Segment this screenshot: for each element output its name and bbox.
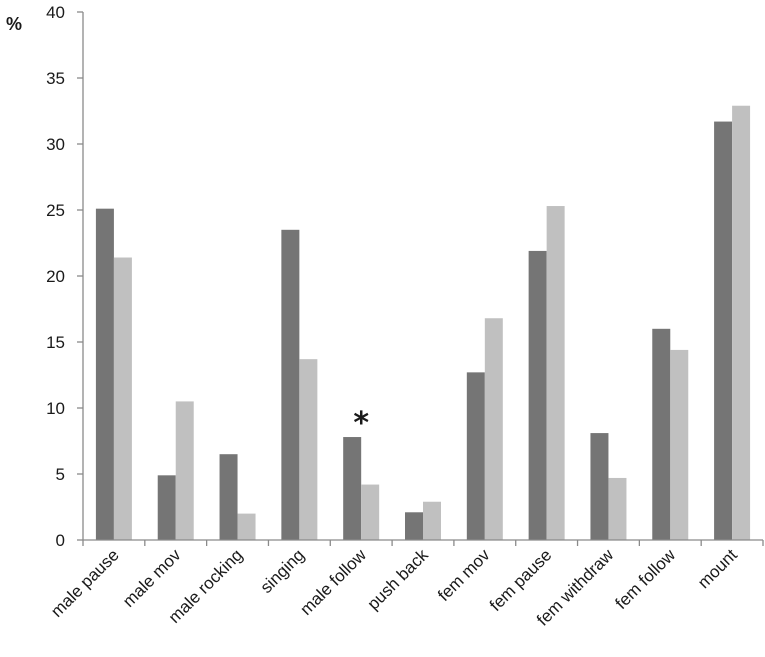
bar-series-1	[528, 250, 547, 541]
x-category-label: male mov	[119, 545, 185, 611]
y-tick-label: 30	[46, 135, 65, 154]
x-category-label: push back	[364, 545, 433, 614]
bar-series-2	[732, 105, 751, 540]
bar-series-2	[299, 359, 318, 540]
y-tick-label: 20	[46, 267, 65, 286]
bar-series-2	[423, 501, 441, 540]
y-axis: 0 5 10 15 20 25 30 35 40	[46, 3, 84, 550]
x-category-label: fem mov	[434, 545, 494, 605]
y-tick-label: 15	[46, 333, 65, 352]
bar-series-2	[175, 401, 194, 540]
bar-series-1	[95, 208, 114, 540]
y-tick-label: 5	[56, 465, 65, 484]
bar-series-1	[714, 121, 733, 540]
bar-series-1	[281, 229, 300, 541]
bar-series-1	[590, 433, 609, 540]
bar-series-2	[670, 349, 689, 540]
x-category-label: male pause	[47, 545, 123, 621]
y-tick-label: 10	[46, 399, 65, 418]
bar-series-2	[237, 513, 256, 540]
bar-series-2	[484, 318, 503, 540]
y-tick-label: 40	[46, 3, 65, 22]
bar-series-2	[113, 257, 132, 540]
y-axis-unit-label: %	[6, 14, 22, 34]
x-category-label: fem follow	[612, 545, 680, 613]
bar-series-1	[219, 454, 238, 540]
bar-series-1	[157, 475, 176, 540]
bar-series-1	[343, 437, 362, 540]
bar-series-1	[405, 512, 423, 540]
y-tick-label: 35	[46, 69, 65, 88]
y-tick-label: 0	[56, 531, 65, 550]
x-category-label: singing	[257, 545, 309, 597]
bars	[95, 105, 751, 541]
x-category-label: male follow	[296, 545, 370, 619]
y-tick-label: 25	[46, 201, 65, 220]
bar-series-2	[361, 484, 380, 540]
bar-series-1	[652, 328, 671, 540]
significance-marker: *	[353, 406, 369, 441]
annotations: *	[353, 406, 369, 441]
bar-series-2	[608, 477, 627, 540]
x-category-label: mount	[694, 545, 741, 592]
bar-series-1	[466, 372, 485, 540]
bar-series-2	[546, 206, 565, 541]
